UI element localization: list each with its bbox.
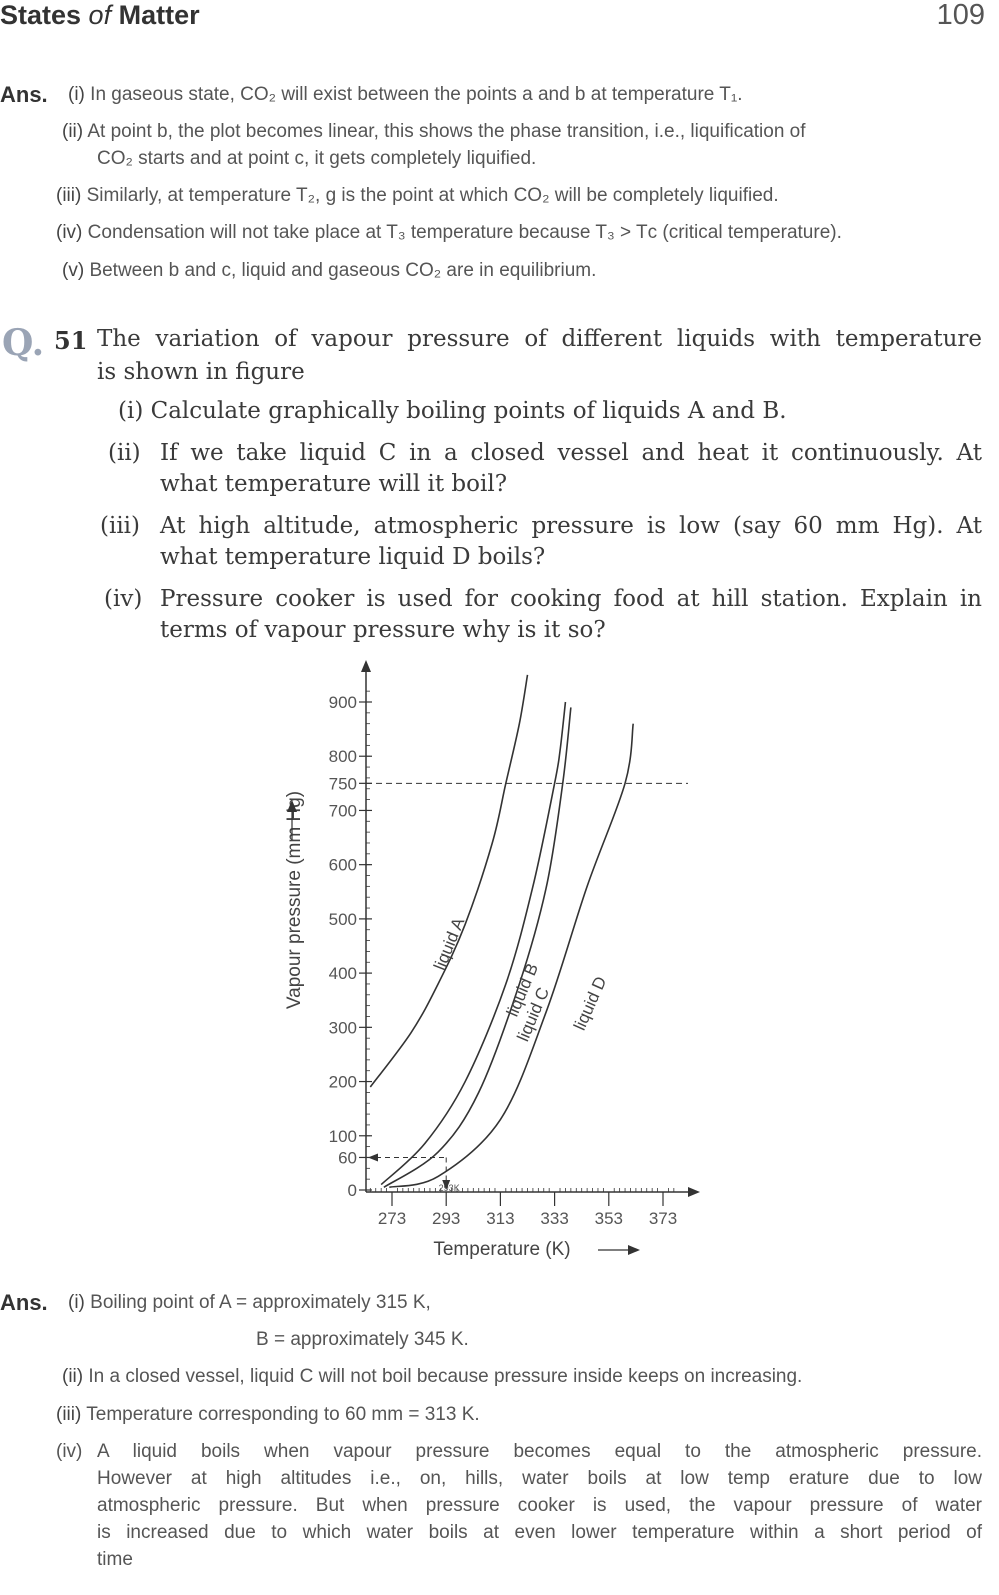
- answer-item: (ii) In a closed vessel, liquid C will n…: [62, 1366, 803, 1387]
- x-tick-label: 353: [595, 1209, 623, 1228]
- answer-item-continuation: However at high altitudes i.e., on, hill…: [97, 1468, 982, 1489]
- answer-item-continuation: time: [97, 1549, 133, 1570]
- arrow-down-icon: [442, 1180, 451, 1190]
- y-tick-label: 800: [329, 747, 357, 766]
- question-part: At high altitude, atmospheric pressure i…: [160, 513, 982, 539]
- question-part-continuation: what temperature will it boil?: [160, 471, 508, 497]
- answer-item: (i) Boiling point of A = approximately 3…: [68, 1292, 431, 1313]
- y-tick-label: 900: [329, 693, 357, 712]
- question-mark: Q.: [2, 322, 45, 364]
- question-part: (i) Calculate graphically boiling points…: [118, 398, 787, 424]
- y-tick-label: 0: [348, 1181, 357, 1200]
- answer-item: (i) In gaseous state, CO₂ will exist bet…: [68, 84, 743, 105]
- answer-item-continuation: is increased due to which water boils at…: [97, 1522, 982, 1543]
- x-annotation-293k: 293K: [439, 1183, 460, 1193]
- answer-item-continuation: CO₂ starts and at point c, it gets compl…: [97, 148, 537, 169]
- question-stem: The variation of vapour pressure of diff…: [97, 326, 982, 352]
- x-tick-label: 373: [649, 1209, 677, 1228]
- x-tick-label: 313: [486, 1209, 514, 1228]
- x-tick-label: 293: [432, 1209, 460, 1228]
- question-part-num: (iv): [104, 586, 143, 612]
- vapour-pressure-chart: 0 60 100 200 300 400 500 600 700 750 800 900 273 293 3…: [284, 660, 700, 1260]
- curve-liquid-b: [380, 701, 567, 1186]
- x-tick-label: 273: [378, 1209, 406, 1228]
- question-number: 51: [54, 326, 88, 355]
- y-tick-label: 60: [338, 1148, 357, 1167]
- curve-liquid-a: [369, 674, 529, 1088]
- answer-label: Ans.: [0, 82, 48, 107]
- question-part: Pressure cooker is used for cooking food…: [160, 586, 982, 612]
- y-title-arrow-icon: [287, 800, 297, 812]
- question-part-num: (iii): [100, 513, 141, 539]
- y-tick-label: 700: [329, 801, 357, 820]
- answer-label: Ans.: [0, 1290, 48, 1315]
- series-label: liquid D: [570, 974, 610, 1034]
- answer-item: (ii) At point b, the plot becomes linear…: [62, 121, 806, 142]
- question-part-continuation: what temperature liquid D boils?: [160, 544, 546, 570]
- y-tick-label: 400: [329, 964, 357, 983]
- y-tick-label: 100: [329, 1127, 357, 1146]
- curve-liquid-d: [389, 723, 634, 1189]
- question-stem: is shown in figure: [97, 359, 305, 385]
- arrow-left-icon: [368, 1153, 378, 1162]
- y-tick-label: 750: [329, 774, 357, 793]
- x-axis-title: Temperature (K): [433, 1239, 570, 1260]
- page-number: 109: [936, 0, 985, 31]
- question-part-num: (ii): [108, 440, 141, 466]
- y-tick-label: 600: [329, 856, 357, 875]
- y-tick-label: 300: [329, 1018, 357, 1037]
- answer-item: (v) Between b and c, liquid and gaseous …: [62, 260, 597, 281]
- x-title-arrow-icon: [628, 1245, 640, 1255]
- page-header-title: States of Matter: [0, 0, 200, 30]
- y-axis-title: Vapour pressure (mm Hg): [284, 791, 305, 1009]
- x-axis-arrow-icon: [688, 1187, 700, 1197]
- y-axis-arrow-icon: [361, 660, 371, 672]
- answer-item-num: (iv): [56, 1441, 83, 1462]
- answer-item: (iii) Similarly, at temperature T₂, g is…: [56, 185, 779, 206]
- answer-item: (iii) Temperature corresponding to 60 mm…: [56, 1404, 480, 1425]
- answer-item: A liquid boils when vapour pressure beco…: [97, 1441, 982, 1462]
- answer-item: (iv) Condensation will not take place at…: [56, 222, 842, 243]
- answer-item-continuation: atmospheric pressure. But when pressure …: [97, 1495, 982, 1516]
- series-label: liquid A: [430, 914, 468, 973]
- answer-item-continuation: B = approximately 345 K.: [256, 1329, 469, 1350]
- question-part: If we take liquid C in a closed vessel a…: [160, 440, 982, 466]
- x-tick-label: 333: [540, 1209, 568, 1228]
- y-tick-label: 200: [329, 1073, 357, 1092]
- y-tick-label: 500: [329, 910, 357, 929]
- curve-liquid-c: [383, 707, 572, 1188]
- question-part-continuation: terms of vapour pressure why is it so?: [160, 617, 606, 643]
